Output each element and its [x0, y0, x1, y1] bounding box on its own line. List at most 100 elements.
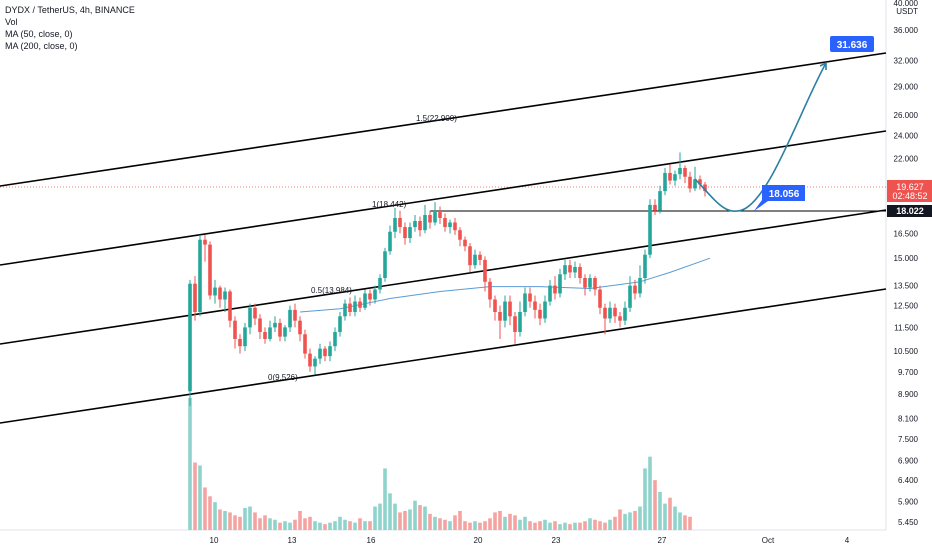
price-tick-label: 12.500 [894, 302, 919, 311]
volume-bar [588, 518, 592, 530]
price-tick-label: 8.900 [898, 390, 919, 399]
candle-body [518, 311, 522, 332]
candle-body [483, 259, 487, 282]
volume-bar [208, 496, 212, 530]
candle-body [598, 289, 602, 308]
candle-body [698, 179, 702, 185]
volume-bar [428, 513, 432, 530]
price-tick-label: 22.000 [894, 154, 919, 163]
volume-bar [223, 510, 227, 530]
volume-bar [448, 521, 452, 530]
candle-body [488, 281, 492, 300]
candle-body [573, 266, 577, 273]
volume-bar [543, 519, 547, 530]
volume-bar [683, 515, 687, 530]
callout-target-high[interactable]: 31.636 [830, 36, 874, 52]
volume-bar [198, 465, 202, 530]
projection-path[interactable] [694, 62, 827, 213]
candle-body [433, 212, 437, 223]
candle-body [213, 287, 217, 296]
legend-ma200[interactable]: MA (200, close, 0) [5, 41, 78, 51]
candle-body [248, 307, 252, 328]
volume-bar [363, 521, 367, 530]
candle-body [323, 348, 327, 357]
volume-bar [293, 519, 297, 530]
callout-target-low[interactable]: 18.056 [754, 185, 805, 211]
volume-bar [523, 516, 527, 530]
legend-ma50[interactable]: MA (50, close, 0) [5, 29, 73, 39]
candle-body [443, 217, 447, 228]
volume-bar [603, 522, 607, 530]
level-badge: 18.022 [887, 205, 932, 217]
candle-body [688, 176, 692, 189]
candle-body [703, 184, 707, 192]
candle-body [228, 291, 232, 321]
candle-body [313, 358, 317, 367]
candle-body [303, 334, 307, 354]
candle-body [453, 222, 457, 231]
candle-body [628, 285, 632, 308]
volume-bar [568, 524, 572, 530]
volume-bar [398, 512, 402, 530]
time-tick-label: 4 [845, 536, 850, 545]
channel-lines[interactable] [0, 52, 887, 424]
volume-bar [678, 512, 682, 530]
channel-line-1[interactable] [0, 130, 887, 266]
volume-bar [388, 493, 392, 530]
time-tick-label: Oct [762, 536, 775, 545]
candle-body [208, 244, 212, 296]
volume-bar [513, 515, 517, 530]
candle-body [558, 274, 562, 294]
candle-body [368, 293, 372, 300]
candle-body [233, 320, 237, 339]
chart-legend: DYDX / TetherUS, 4h, BINANCE Vol MA (50,… [5, 4, 135, 52]
price-tick-label: 29.000 [894, 82, 919, 91]
volume-bar [468, 522, 472, 530]
candle-body [243, 327, 247, 347]
candle-body [458, 230, 462, 240]
candle-body [358, 301, 362, 308]
candle-body [648, 204, 652, 255]
channel-line-1-5[interactable] [0, 52, 887, 187]
price-tick-label: 9.700 [898, 368, 919, 377]
channel-line-0-5[interactable] [0, 209, 887, 345]
price-tick-label: 15.000 [894, 254, 919, 263]
volume-bar [413, 500, 417, 530]
price-tick-label: 10.500 [894, 347, 919, 356]
candle-body [223, 291, 227, 300]
volume-bar [418, 505, 422, 530]
volume-bar [478, 522, 482, 530]
volume-bar [623, 513, 627, 530]
volume-bar [638, 506, 642, 530]
volume-bar [368, 521, 372, 530]
candle-body [508, 301, 512, 317]
legend-volume[interactable]: Vol [5, 17, 18, 27]
candle-body [418, 220, 422, 231]
candle-body [383, 251, 387, 279]
volume-bar [648, 456, 652, 530]
candle-body [493, 299, 497, 312]
candle-body [278, 322, 282, 337]
volume-bar [668, 497, 672, 530]
candle-body [693, 179, 697, 189]
legend-symbol[interactable]: DYDX / TetherUS, 4h, BINANCE [5, 5, 135, 15]
candle-body [298, 320, 302, 335]
volume-bar [288, 522, 292, 530]
volume-bar [493, 512, 497, 530]
volume-bar [348, 521, 352, 530]
candle-body [363, 293, 367, 308]
time-tick-label: 16 [367, 536, 376, 545]
candle-body [193, 283, 197, 312]
price-tick-label: 32.000 [894, 57, 919, 66]
volume-bar [538, 521, 542, 530]
candle-body [613, 307, 617, 317]
volume-bar [283, 521, 287, 530]
candle-body [528, 293, 532, 302]
price-tick-label: 36.000 [894, 26, 919, 35]
time-tick-label: 20 [474, 536, 483, 545]
volume-bar [268, 518, 272, 530]
candles [188, 152, 707, 407]
channel-line-0[interactable] [0, 288, 887, 424]
time-axis-ticks: 10 13 16 20 23 27 Oct 4 [210, 536, 850, 545]
